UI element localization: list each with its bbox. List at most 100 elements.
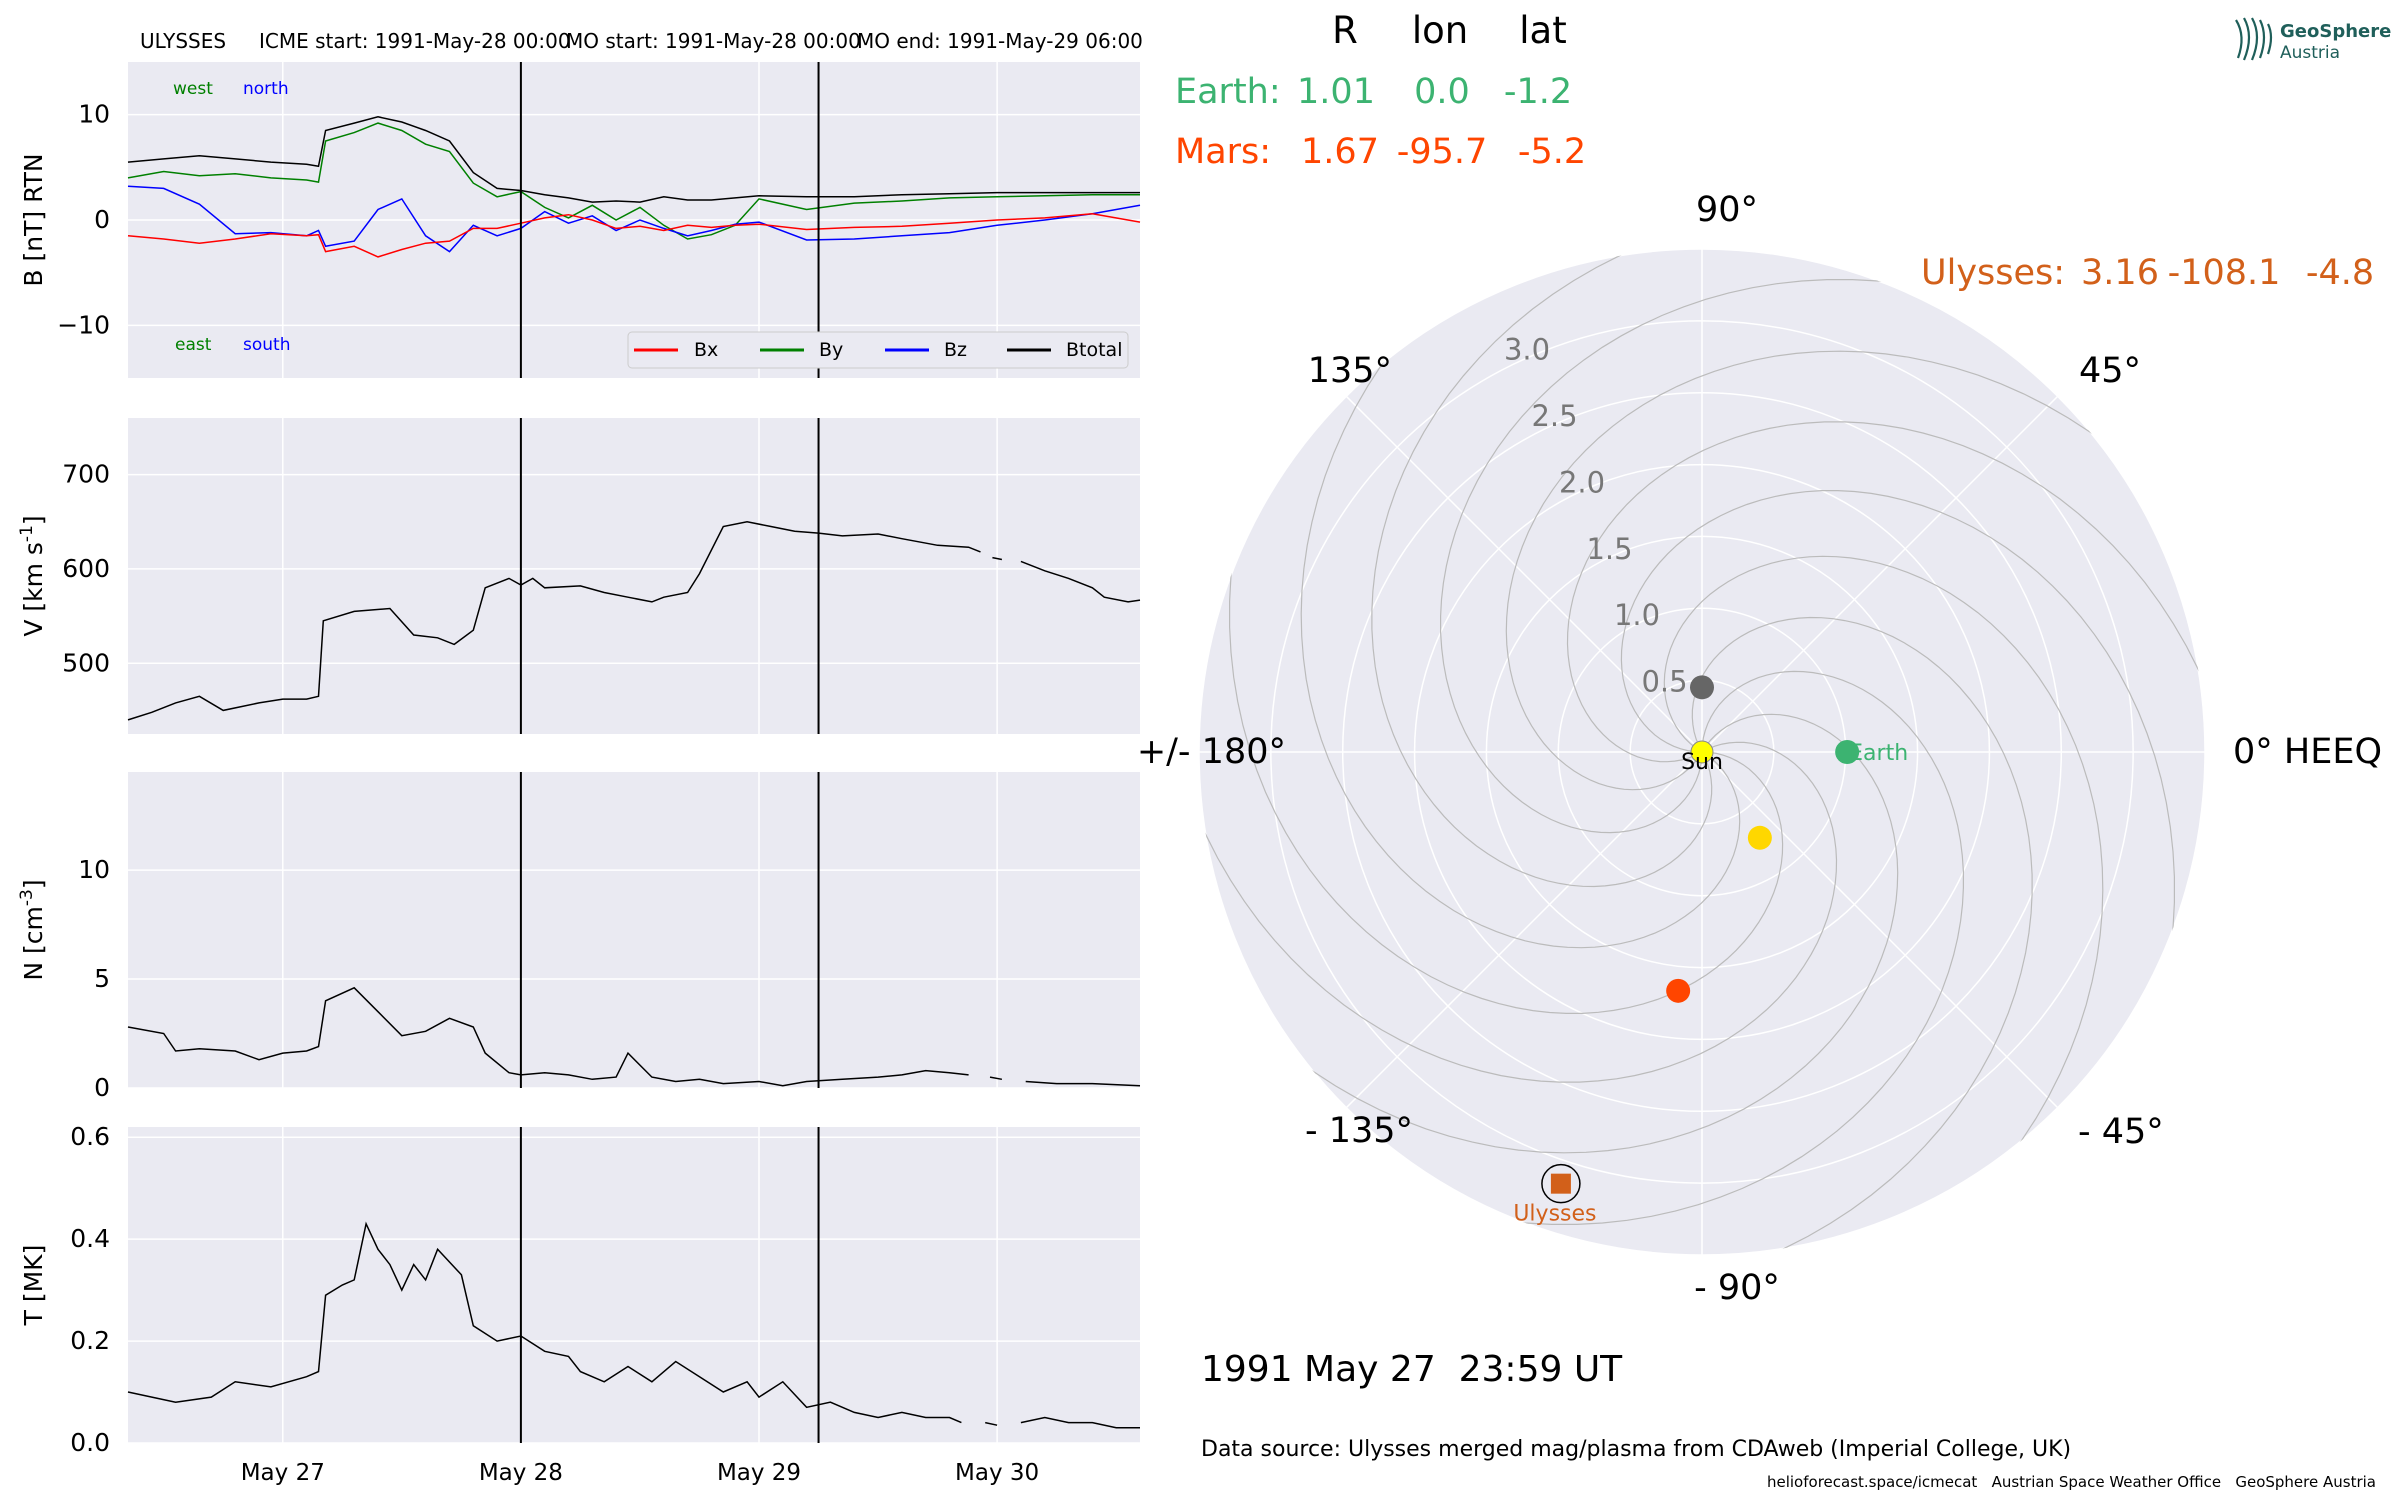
density-panel: 0 5 10 N [cm-3] bbox=[17, 772, 1141, 1102]
logo-line2: Austria bbox=[2280, 43, 2340, 63]
b-ytick-label: 0 bbox=[94, 205, 110, 234]
b-legend: Bx By Bz Btotal bbox=[627, 331, 1129, 369]
mercury-marker bbox=[1690, 675, 1714, 700]
n-ytick-label: 10 bbox=[78, 855, 110, 884]
parker-spiral bbox=[1620, 490, 2175, 1034]
xtick-label: May 30 bbox=[955, 1460, 1039, 1486]
mars-row-lat: -5.2 bbox=[1518, 132, 1586, 172]
v-ytick-label: 600 bbox=[62, 554, 110, 583]
geosphere-logo-icon: GeoSphere Austria bbox=[2235, 17, 2391, 63]
polar-angle-grid bbox=[1345, 395, 1703, 753]
mission-title: ULYSSES bbox=[140, 29, 226, 53]
legend-btotal: Btotal bbox=[1066, 339, 1122, 361]
angle-label: - 90° bbox=[1694, 1268, 1780, 1308]
parker-spiral bbox=[1229, 470, 1784, 1014]
radial-tick-label: 0.5 bbox=[1641, 665, 1687, 699]
angle-label: 135° bbox=[1308, 351, 1392, 391]
radial-tick-label: 2.0 bbox=[1559, 465, 1605, 499]
mars-row-lon: -95.7 bbox=[1397, 132, 1488, 172]
angle-label: - 135° bbox=[1305, 1111, 1413, 1151]
polar-angle-grid bbox=[1701, 751, 2059, 1109]
n-ytick-label: 5 bbox=[94, 964, 110, 993]
ulysses-label: Ulysses bbox=[1513, 1202, 1596, 1227]
table-header-lat: lat bbox=[1519, 9, 1566, 52]
b-ytick-label: −10 bbox=[57, 310, 110, 339]
n-ylabel: N [cm-3] bbox=[17, 879, 48, 980]
timestamp: 1991 May 27 23:59 UT bbox=[1201, 1349, 1623, 1390]
sun-label: Sun bbox=[1681, 750, 1723, 775]
logo-line1: GeoSphere bbox=[2280, 21, 2391, 42]
b-series-btotal bbox=[127, 116, 1140, 203]
earth-row-label: Earth: bbox=[1175, 72, 1281, 112]
xtick-label: May 27 bbox=[241, 1460, 325, 1486]
ulysses-row-label: Ulysses: bbox=[1921, 253, 2065, 293]
sun-marker bbox=[1690, 740, 1714, 764]
b-ylabel: B [nT] RTN bbox=[19, 153, 48, 286]
n-ylabel-sup: -3 bbox=[17, 889, 37, 906]
parker-spirals bbox=[1199, 249, 2205, 1255]
polar-angle-grid bbox=[1345, 751, 1703, 1109]
t-ytick-label: 0.6 bbox=[70, 1122, 110, 1151]
b-ytick-label: 10 bbox=[78, 100, 110, 129]
mars-row-label: Mars: bbox=[1175, 132, 1271, 172]
south-annotation: south bbox=[243, 335, 290, 355]
parker-spiral bbox=[1440, 279, 1984, 834]
speed-panel: 500 600 700 V [km s-1] bbox=[17, 418, 1141, 734]
t-ytick-label: 0.4 bbox=[70, 1224, 110, 1253]
parker-spiral bbox=[1663, 555, 2104, 1222]
legend-bx: Bx bbox=[694, 339, 718, 361]
radial-tick-label: 3.0 bbox=[1504, 333, 1550, 367]
position-table: R lon lat Earth: 1.01 0.0 -1.2 Mars: 1.6… bbox=[1175, 9, 2374, 293]
legend-by: By bbox=[819, 339, 843, 361]
angle-label: 90° bbox=[1696, 190, 1758, 230]
parker-spiral bbox=[1371, 249, 1721, 888]
parker-spiral bbox=[1199, 733, 1838, 1083]
mars-row-r: 1.67 bbox=[1301, 132, 1379, 172]
parker-spiral bbox=[1420, 670, 1964, 1225]
v-ylabel-sup: -1 bbox=[17, 525, 37, 542]
parker-spiral bbox=[1566, 421, 2205, 771]
data-source-note: Data source: Ulysses merged mag/plasma f… bbox=[1201, 1437, 2071, 1462]
earth-row-r: 1.01 bbox=[1297, 72, 1375, 112]
earth-row-lat: -1.2 bbox=[1504, 72, 1572, 112]
n-ylabel-end: ] bbox=[19, 879, 48, 889]
t-plot-area bbox=[128, 1127, 1140, 1443]
parker-spiral bbox=[1683, 616, 2033, 1255]
t-ylabel: T [MK] bbox=[19, 1245, 48, 1327]
polar-plot: 0.5 1.0 1.5 2.0 2.5 3.0 90° 45° 0° HEEQ - 45° - 90… bbox=[1137, 190, 2382, 1308]
radial-tick-label: 1.0 bbox=[1614, 598, 1660, 632]
mars-marker bbox=[1666, 978, 1691, 1003]
xtick-label: May 28 bbox=[479, 1460, 563, 1486]
b-series-bx bbox=[127, 212, 1141, 258]
table-header-lon: lon bbox=[1412, 9, 1468, 52]
magnetic-field-panel: −10 0 10 B [nT] RTN bbox=[19, 62, 1141, 378]
venus-marker bbox=[1747, 825, 1772, 850]
earth-label: Earth bbox=[1849, 741, 1908, 766]
angle-label: +/- 180° bbox=[1137, 732, 1286, 772]
n-plot-area bbox=[128, 772, 1140, 1088]
temperature-panel: 0.0 0.2 0.4 0.6 T [MK] May 27 May 28 May 29 May … bbox=[19, 1122, 1140, 1486]
parker-spiral bbox=[1300, 282, 1741, 949]
b-series-by bbox=[127, 122, 1140, 240]
parker-spiral bbox=[1232, 713, 1899, 1154]
v-plot-area bbox=[128, 418, 1140, 734]
mo-end-label: MO end: 1991-May-29 06:00 bbox=[857, 29, 1143, 53]
west-annotation: west bbox=[173, 79, 213, 99]
credits-note: helioforecast.space/icmecat Austrian Spa… bbox=[1767, 1473, 2376, 1491]
parker-spiral bbox=[1505, 350, 2172, 791]
v-ylabel-end: ] bbox=[19, 515, 48, 525]
geosphere-logo: GeoSphere Austria bbox=[2232, 12, 2392, 66]
radial-tick-label: 1.5 bbox=[1586, 532, 1632, 566]
t-ytick-label: 0.2 bbox=[70, 1326, 110, 1355]
radial-tick-label: 2.5 bbox=[1531, 399, 1577, 433]
angle-label: - 45° bbox=[2078, 1112, 2164, 1152]
east-annotation: east bbox=[175, 335, 212, 355]
earth-row-lon: 0.0 bbox=[1414, 72, 1470, 112]
ulysses-row-r: 3.16 bbox=[2081, 253, 2159, 293]
icme-start-label: ICME start: 1991-May-28 00:00 bbox=[259, 29, 571, 53]
table-header-r: R bbox=[1332, 9, 1358, 52]
earth-marker bbox=[1835, 740, 1860, 764]
mo-start-label: MO start: 1991-May-28 00:00 bbox=[566, 29, 861, 53]
angle-label: 0° HEEQ bbox=[2233, 732, 2382, 772]
